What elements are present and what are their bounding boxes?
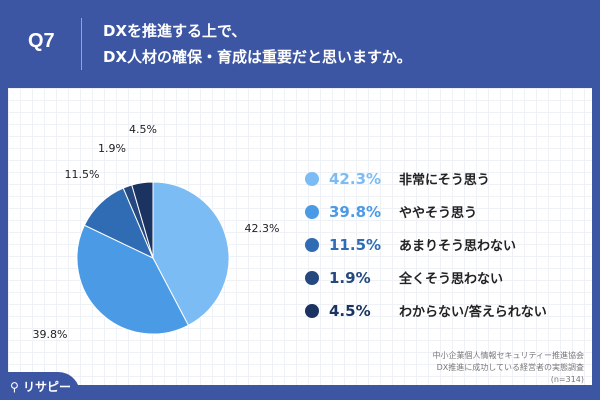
legend-dot [305, 204, 319, 219]
pie-slice [131, 181, 154, 259]
divider [81, 18, 82, 70]
page-title: DXを推進する上で、 DX人材の確保・育成は重要だと思いますか。 [103, 18, 412, 70]
source-note: 中小企業個人情報セキュリティー推進協会 DX推進に成功している経営者の実態調査 … [432, 350, 584, 386]
logo: ⚲ リサピー [0, 372, 80, 400]
slice-label: 42.3% [245, 222, 280, 235]
legend-label: ややそう思う [399, 206, 478, 221]
legend-value: 11.5% [329, 235, 382, 254]
legend-item: 1.9% 全くそう思わない [305, 261, 547, 294]
pie-slice [152, 181, 230, 326]
logo-text: リサピー [22, 380, 71, 394]
source-line-2: DX推進に成功している経営者の実態調査 [436, 363, 584, 372]
legend-dot [305, 303, 319, 318]
legend-dot [305, 270, 319, 285]
source-line-1: 中小企業個人情報セキュリティー推進協会 [432, 351, 584, 360]
legend-dot [305, 237, 319, 252]
legend-value: 4.5% [329, 301, 371, 320]
legend: 42.3% 非常にそう思う 39.8% ややそう思う 11.5% あまりそう思わない 1.9… [305, 162, 547, 327]
legend-label: 全くそう思わない [399, 272, 504, 287]
slice-label: 11.5% [65, 168, 100, 181]
question-number: Q7 [28, 30, 55, 52]
source-line-3: (n=314) [550, 375, 584, 384]
legend-value: 39.8% [329, 202, 382, 221]
legend-label: 非常にそう思う [399, 173, 490, 188]
legend-item: 4.5% わからない/答えられない [305, 294, 547, 327]
legend-item: 39.8% ややそう思う [305, 195, 547, 228]
slice-label: 39.8% [33, 328, 68, 341]
title-line-1: DXを推進する上で、 [103, 22, 247, 40]
legend-label: わからない/答えられない [399, 305, 547, 320]
legend-item: 42.3% 非常にそう思う [305, 162, 547, 195]
legend-dot [305, 171, 319, 186]
legend-value: 1.9% [329, 268, 371, 287]
legend-value: 42.3% [329, 169, 382, 188]
legend-label: あまりそう思わない [399, 239, 517, 254]
slice-label: 1.9% [98, 142, 126, 155]
slice-label: 4.5% [129, 123, 157, 136]
pie-slice [76, 224, 190, 335]
title-line-2: DX人材の確保・育成は重要だと思いますか。 [103, 48, 412, 66]
legend-item: 11.5% あまりそう思わない [305, 228, 547, 261]
